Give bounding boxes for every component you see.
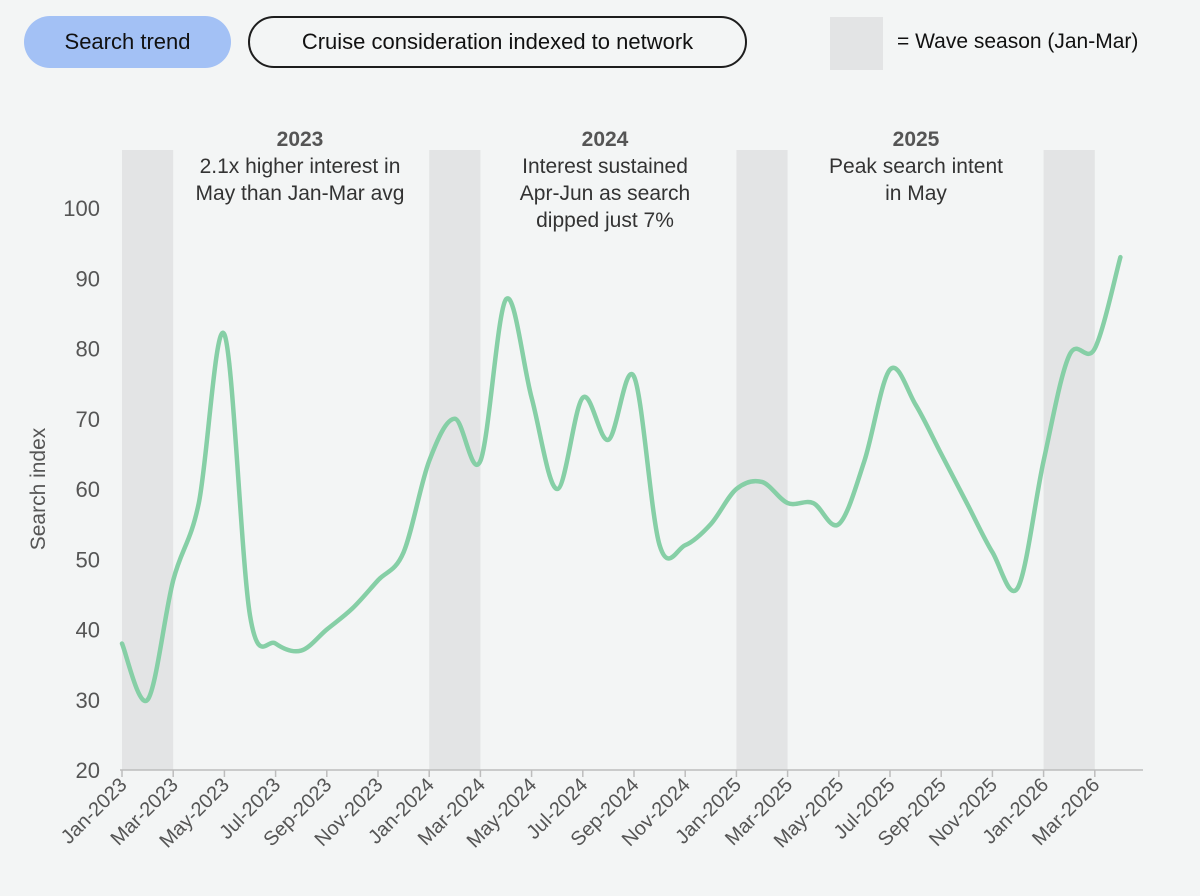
data-point-2025-08 — [914, 403, 918, 407]
data-point-2025-11 — [990, 550, 994, 554]
data-point-2026-04 — [1118, 255, 1122, 259]
data-point-2024-08 — [606, 438, 610, 442]
data-point-2024-03 — [478, 459, 482, 463]
data-point-2024-12 — [709, 522, 713, 526]
data-point-2025-12 — [1016, 585, 1020, 589]
annotation-year-2023: 2023 — [277, 128, 324, 151]
data-point-2025-09 — [939, 452, 943, 456]
data-point-2023-08 — [299, 649, 303, 653]
data-point-2025-01 — [734, 487, 738, 491]
y-axis-title: Search index — [27, 427, 50, 550]
data-point-2023-05 — [222, 332, 226, 336]
data-point-2025-03 — [786, 501, 790, 505]
data-point-2023-04 — [197, 501, 201, 505]
data-point-2024-06 — [555, 487, 559, 491]
data-point-2023-01 — [120, 642, 124, 646]
data-point-2026-02 — [1067, 354, 1071, 358]
y-tick-label: 70 — [76, 407, 100, 432]
data-point-2024-02 — [453, 417, 457, 421]
annotation-line: Interest sustained — [522, 155, 688, 178]
wave-season-legend-label: = Wave season (Jan-Mar) — [897, 30, 1139, 53]
data-point-2025-06 — [862, 459, 866, 463]
annotation-line: in May — [885, 182, 947, 205]
wave-season-legend-swatch — [830, 17, 883, 70]
data-point-2023-07 — [274, 642, 278, 646]
annotation-year-2025: 2025 — [893, 128, 940, 151]
y-tick-label: 50 — [76, 547, 100, 572]
cruise-consideration-label: Cruise consideration indexed to network — [301, 29, 694, 54]
data-point-2025-07 — [888, 368, 892, 372]
data-point-2023-02 — [146, 698, 150, 702]
annotation-line: dipped just 7% — [536, 209, 674, 232]
data-point-2024-05 — [530, 396, 534, 400]
data-point-2023-11 — [376, 578, 380, 582]
y-tick-label: 90 — [76, 266, 100, 291]
cruise-consideration-pill: Cruise consideration indexed to network — [248, 16, 747, 68]
y-tick-label: 80 — [76, 337, 100, 362]
wave-season-band-2023 — [122, 150, 174, 770]
wave-season-band-2026 — [1043, 150, 1095, 770]
data-point-2023-03 — [171, 578, 175, 582]
search-index-line — [119, 254, 1123, 704]
data-point-2026-03 — [1093, 347, 1097, 351]
data-point-2024-11 — [683, 543, 687, 547]
search-trend-pill: Search trend — [24, 16, 231, 68]
data-point-2024-07 — [581, 396, 585, 400]
data-point-2023-09 — [325, 628, 329, 632]
y-tick-label: 40 — [76, 618, 100, 643]
search-trend-label: Search trend — [64, 29, 191, 54]
annotation-line: Peak search intent — [829, 155, 1003, 178]
annotation-line: May than Jan-Mar avg — [196, 182, 405, 205]
data-point-2024-04 — [504, 297, 508, 301]
data-point-2025-10 — [965, 501, 969, 505]
data-point-2025-05 — [837, 522, 841, 526]
annotation-line: 2.1x higher interest in — [200, 155, 401, 178]
y-tick-label: 60 — [76, 477, 100, 502]
y-tick-label: 30 — [76, 688, 100, 713]
data-point-2023-10 — [350, 606, 354, 610]
data-point-2024-09 — [632, 375, 636, 379]
wave-season-band-2025 — [736, 150, 788, 770]
annotation-line: Apr-Jun as search — [520, 182, 690, 205]
y-tick-label: 100 — [63, 196, 100, 221]
data-point-2025-02 — [760, 480, 764, 484]
y-tick-label: 20 — [76, 758, 100, 783]
data-point-2023-06 — [248, 613, 252, 617]
data-point-2023-12 — [402, 550, 406, 554]
data-point-2026-01 — [1042, 459, 1046, 463]
data-point-2025-04 — [811, 501, 815, 505]
data-point-2024-01 — [427, 459, 431, 463]
annotation-year-2024: 2024 — [582, 128, 629, 151]
data-point-2024-10 — [658, 543, 662, 547]
